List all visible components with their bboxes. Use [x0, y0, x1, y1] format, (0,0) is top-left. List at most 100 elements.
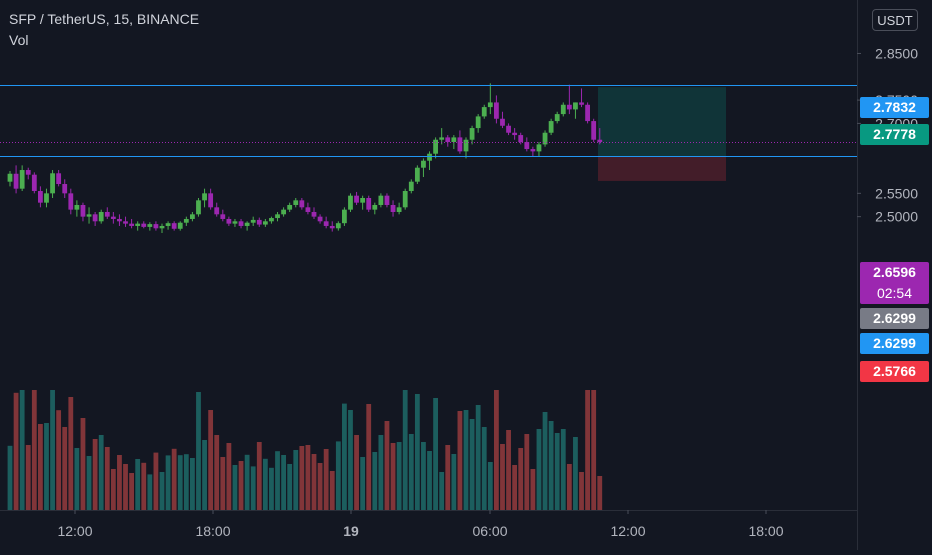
- candle-body-30: [190, 214, 195, 219]
- candle-body-76: [469, 128, 475, 140]
- candle-body-2: [19, 170, 25, 189]
- volume-bar-72: [445, 445, 451, 510]
- volume-bar-55: [342, 403, 347, 510]
- volume-bar-73: [451, 454, 457, 510]
- volume-bar-52: [323, 449, 329, 510]
- candle-body-41: [256, 219, 262, 225]
- candle-body-7: [50, 173, 55, 194]
- volume-bar-48: [299, 446, 305, 510]
- candle-body-61: [378, 195, 384, 205]
- candle-body-74: [457, 137, 463, 152]
- volume-bar-25: [159, 472, 165, 510]
- volume-bar-45: [281, 455, 286, 510]
- volume-bar-74: [457, 411, 463, 510]
- symbol-title[interactable]: SFP / TetherUS, 15, BINANCE: [9, 11, 200, 27]
- candle-body-13: [86, 214, 92, 217]
- bar-countdown: 02:54: [876, 285, 913, 301]
- candle-body-62: [384, 195, 390, 205]
- volume-bar-76: [469, 419, 475, 510]
- volume-indicator-label[interactable]: Vol: [9, 32, 29, 48]
- volume-bar-69: [427, 451, 432, 510]
- volume-bar-7: [50, 390, 55, 510]
- candle-body-22: [141, 223, 147, 227]
- candle-body-40: [250, 219, 256, 223]
- candle-body-32: [202, 193, 207, 201]
- volume-bar-93: [573, 437, 578, 510]
- candle-body-78: [481, 107, 487, 117]
- volume-bar-54: [335, 441, 341, 510]
- candle-body-80: [494, 102, 499, 119]
- candle-body-33: [208, 193, 214, 208]
- candle-body-3: [25, 170, 31, 175]
- time-tick-label-5: 18:00: [748, 523, 783, 539]
- candle-body-12: [80, 204, 86, 217]
- volume-bar-0: [7, 445, 13, 510]
- volume-bar-33: [208, 410, 214, 510]
- candle-body-77: [475, 116, 481, 129]
- volume-bar-1: [13, 392, 19, 510]
- candle-body-27: [171, 223, 177, 229]
- volume-bar-10: [68, 397, 74, 510]
- time-tick-label-0: 12:00: [57, 523, 92, 539]
- volume-bar-79: [487, 462, 493, 510]
- volume-bar-29: [183, 454, 189, 510]
- candle-body-38: [238, 221, 244, 226]
- volume-bar-62: [384, 421, 390, 510]
- candle-body-26: [165, 223, 171, 226]
- volume-bar-14: [92, 439, 98, 510]
- current-price-value: 2.6596: [873, 264, 916, 280]
- candle-body-56: [348, 195, 353, 210]
- volume-bar-20: [129, 473, 134, 510]
- price-tick-label-3: 2.5500: [875, 185, 918, 201]
- candle-body-58: [360, 197, 366, 203]
- candle-body-34: [214, 207, 220, 215]
- volume-bar-65: [402, 390, 408, 510]
- volume-bar-38: [238, 461, 244, 510]
- candle-body-37: [232, 221, 238, 224]
- candle-body-94: [579, 102, 584, 105]
- candle-body-29: [183, 218, 189, 223]
- candle-body-59: [366, 197, 372, 210]
- candle-body-67: [414, 167, 420, 182]
- candle-body-49: [305, 207, 311, 212]
- volume-bar-35: [220, 457, 226, 510]
- volume-bar-44: [275, 451, 280, 510]
- candle-body-73: [451, 137, 457, 143]
- volume-bar-71: [439, 472, 445, 510]
- price-label-entry: 2.6299: [860, 308, 929, 329]
- candle-body-84: [518, 135, 524, 143]
- candle-body-17: [110, 216, 116, 219]
- price-label-current: 2.6596 02:54: [860, 262, 929, 304]
- volume-bar-24: [153, 452, 159, 510]
- candle-body-5: [38, 191, 43, 203]
- candle-body-36: [226, 218, 232, 224]
- candle-body-53: [329, 225, 335, 229]
- volume-bar-22: [141, 462, 147, 510]
- volume-bar-58: [360, 457, 366, 510]
- candle-body-79: [487, 102, 493, 108]
- volume-bar-17: [110, 469, 116, 510]
- volume-bar-26: [165, 455, 171, 510]
- volume-bar-82: [506, 430, 511, 510]
- volume-bar-57: [354, 435, 359, 510]
- volume-bar-15: [98, 435, 104, 510]
- candle-body-44: [275, 214, 280, 219]
- volume-bar-67: [414, 394, 420, 510]
- candle-body-89: [548, 121, 554, 133]
- candle-body-19: [123, 221, 128, 224]
- volume-bar-3: [25, 445, 31, 510]
- volume-bar-78: [481, 427, 487, 510]
- volume-bar-2: [19, 390, 25, 510]
- volume-bar-34: [214, 435, 220, 510]
- candle-body-92: [566, 104, 572, 110]
- volume-bar-13: [86, 456, 92, 510]
- candle-body-31: [196, 200, 201, 215]
- volume-bar-51: [317, 463, 323, 510]
- currency-selector[interactable]: USDT: [872, 9, 918, 31]
- volume-bar-50: [311, 454, 317, 510]
- volume-bar-85: [524, 434, 530, 510]
- volume-bar-81: [500, 444, 505, 510]
- volume-bar-31: [196, 392, 201, 510]
